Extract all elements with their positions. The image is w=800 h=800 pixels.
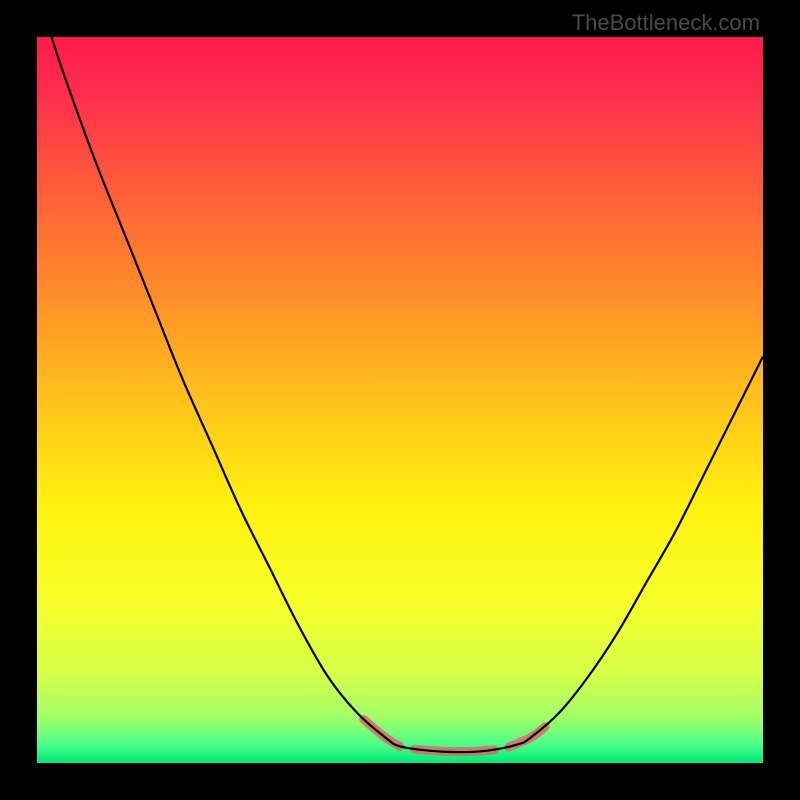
chart-background <box>37 37 763 763</box>
plot-area <box>37 37 763 763</box>
chart-svg <box>37 37 763 763</box>
watermark-text: TheBottleneck.com <box>572 10 760 36</box>
chart-container <box>37 37 763 763</box>
